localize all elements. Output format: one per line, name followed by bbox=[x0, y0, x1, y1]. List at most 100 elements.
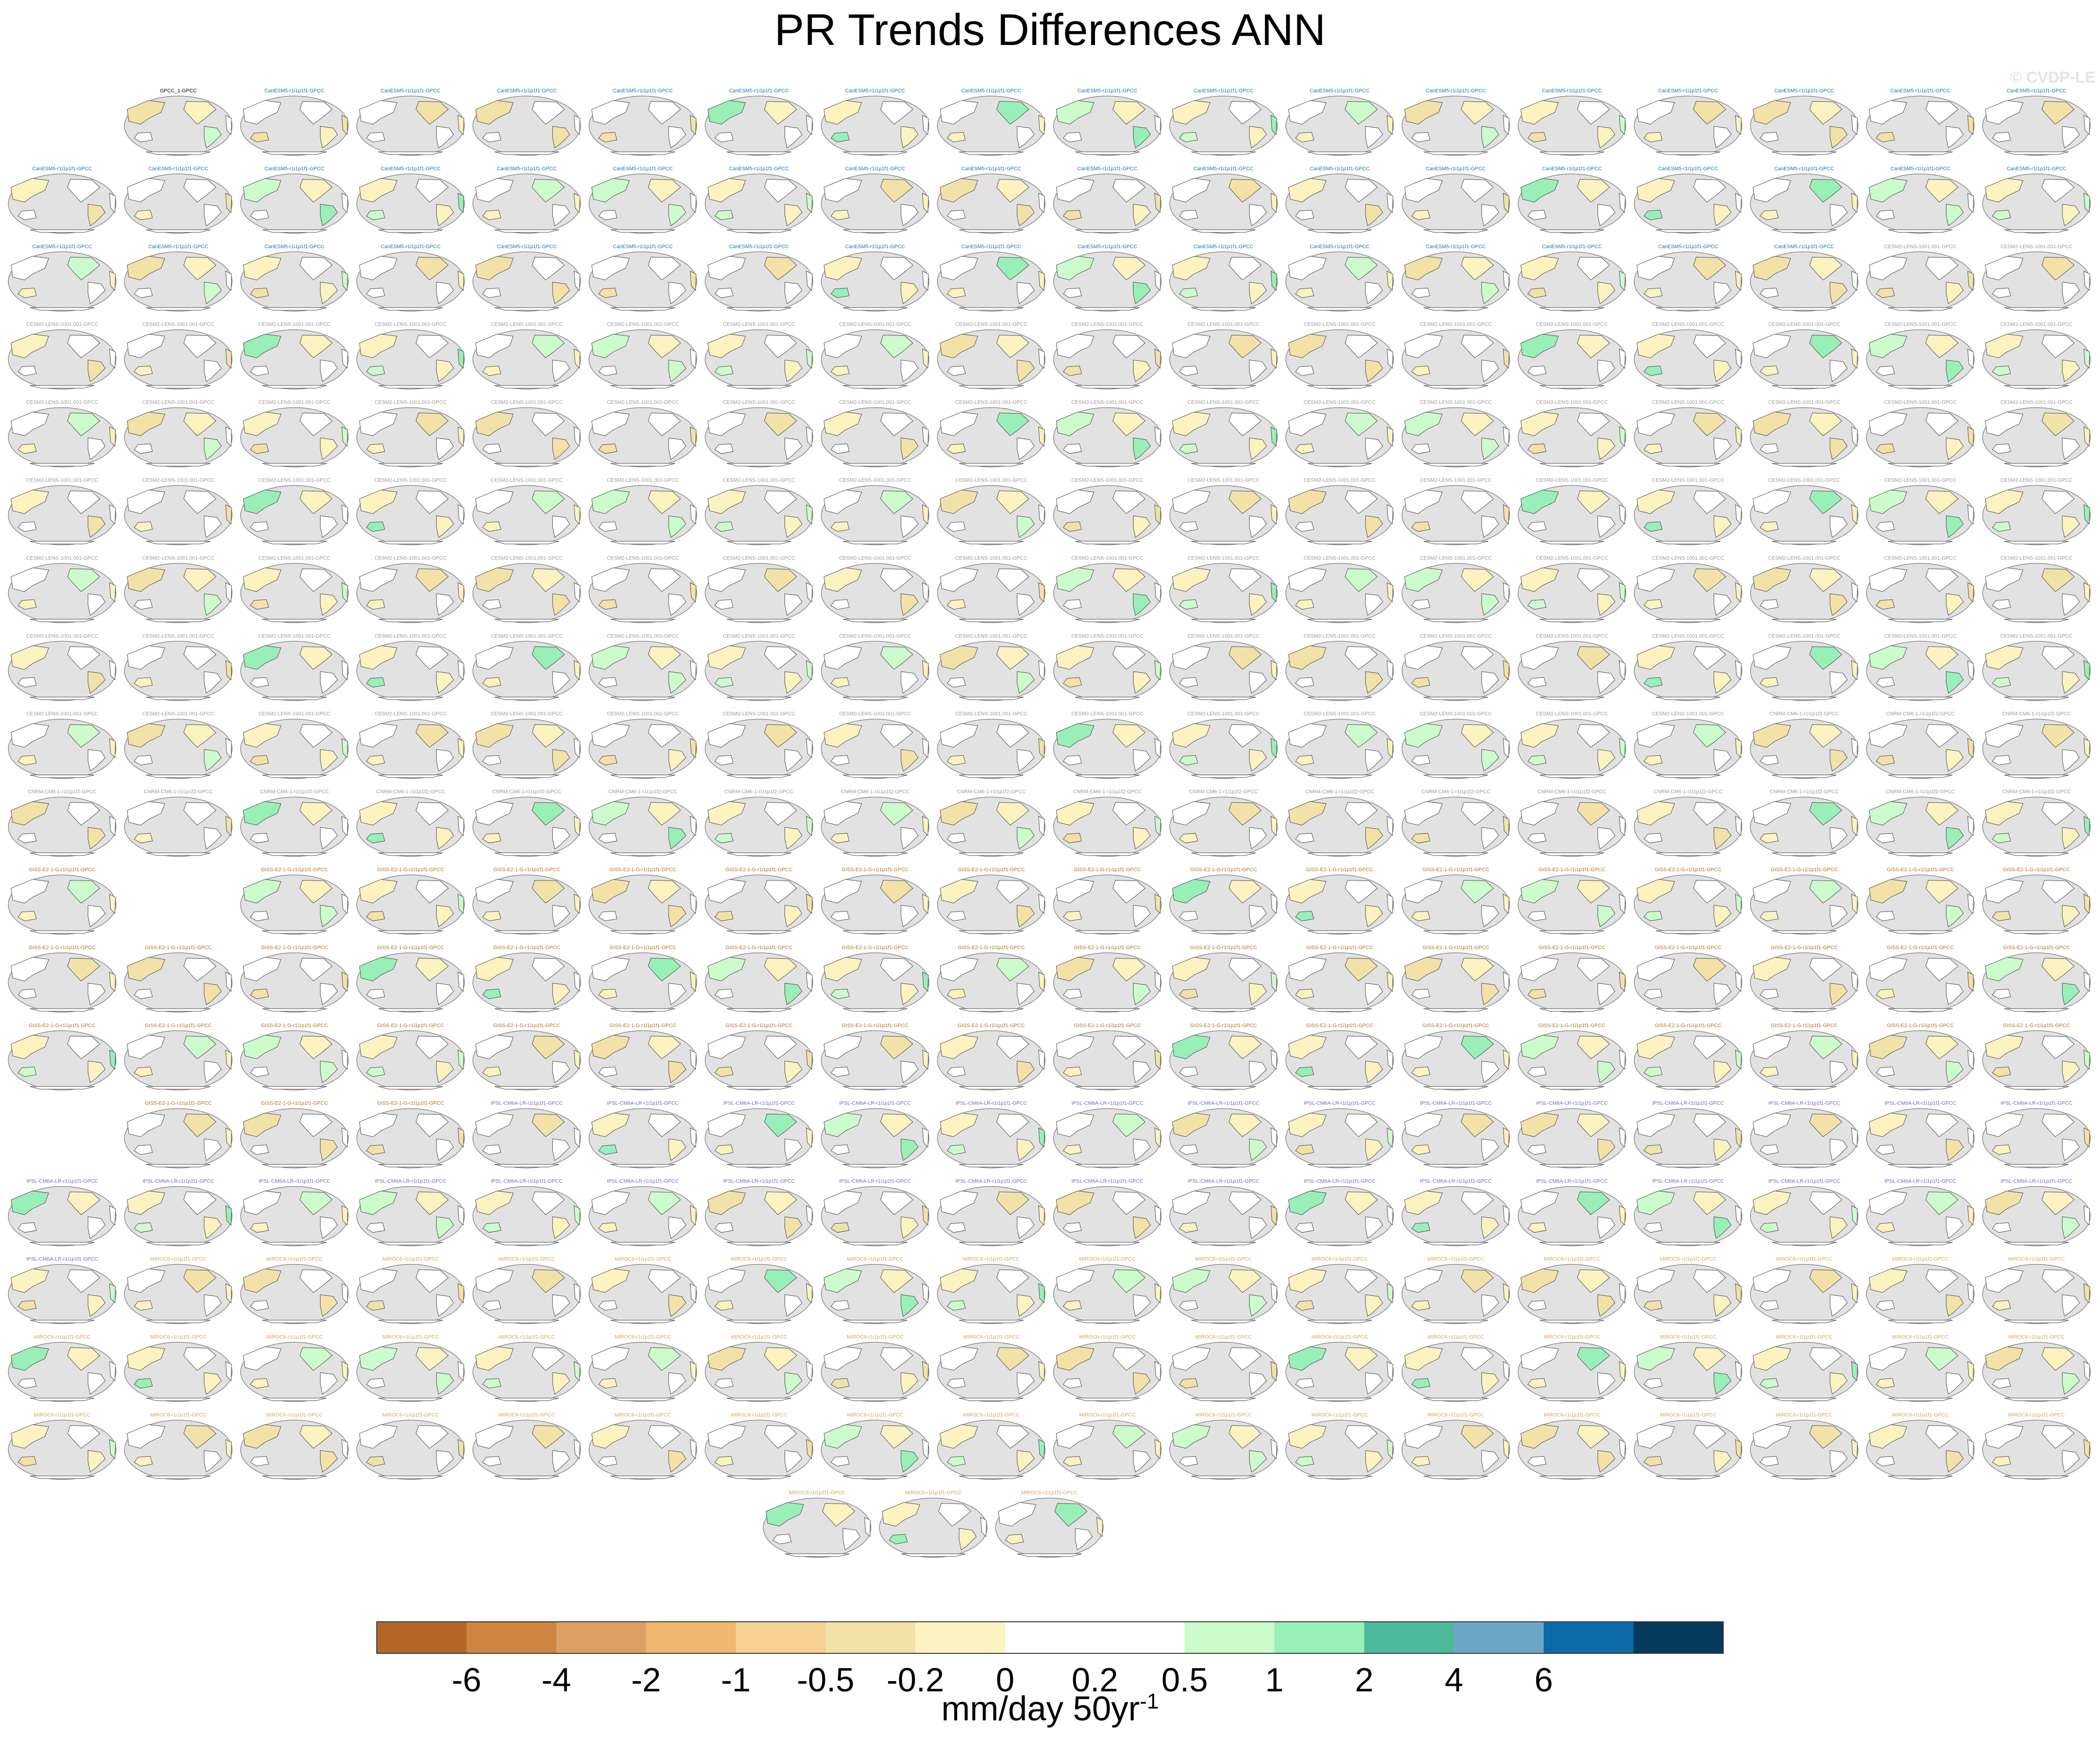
map-land bbox=[1191, 151, 1256, 155]
panel-title: CanESM5-r1i1p1f1-GPCC bbox=[1774, 88, 1834, 94]
map-panel: CanESM5-r1i1p1f1-GPCC bbox=[8, 166, 116, 234]
map-land bbox=[1888, 229, 1953, 233]
panel-title: CanESM5-r1i1p1f1-GPCC bbox=[1774, 166, 1834, 172]
map-land bbox=[366, 210, 385, 220]
map-land bbox=[1643, 288, 1663, 298]
map-land bbox=[824, 100, 862, 125]
map-land bbox=[134, 366, 153, 376]
map-land bbox=[922, 193, 929, 213]
panel-title: CESM2-LENS-1001.001-GPCC bbox=[607, 322, 679, 328]
map-land bbox=[204, 204, 222, 226]
map-land bbox=[1295, 132, 1314, 142]
map-land bbox=[250, 288, 269, 298]
panel-title: CanESM5-r1i1p1f1-GPCC bbox=[729, 166, 789, 172]
map-land bbox=[668, 126, 686, 148]
map-land bbox=[1017, 126, 1035, 148]
map-land bbox=[1752, 256, 1791, 281]
map-land bbox=[959, 307, 1024, 311]
map-land bbox=[204, 126, 222, 148]
map-panel: CanESM5-r1i1p1f1-GPCC bbox=[705, 88, 813, 156]
map-land bbox=[415, 101, 449, 125]
map-land bbox=[690, 193, 696, 213]
map-land bbox=[1752, 100, 1791, 125]
map-land bbox=[1598, 282, 1616, 304]
map-land bbox=[1154, 193, 1161, 213]
map-land bbox=[1270, 270, 1277, 291]
map-land bbox=[359, 100, 398, 125]
panel-title: CESM2-LENS-1001.001-GPCC bbox=[26, 322, 98, 328]
map-land bbox=[1270, 115, 1277, 135]
map-land bbox=[1985, 100, 2023, 125]
map-land bbox=[1598, 204, 1616, 226]
map-land bbox=[341, 270, 348, 291]
map-panel: CanESM5-r1i1p1f1-GPCC bbox=[1169, 244, 1278, 312]
map-panel: CanESM5-r1i1p1f1-GPCC bbox=[1285, 88, 1394, 156]
map-land bbox=[1404, 178, 1443, 203]
map-land bbox=[2004, 307, 2069, 311]
map-land bbox=[1636, 256, 1675, 281]
map-panel: CanESM5-r1i1p1f1-GPCC bbox=[821, 244, 929, 312]
map-land bbox=[714, 132, 734, 142]
map-land bbox=[1713, 204, 1732, 226]
map-land bbox=[2083, 193, 2090, 213]
map-panel: CanESM5-r1i1p1f1-GPCC bbox=[472, 166, 581, 234]
map-land bbox=[764, 334, 797, 359]
map-panel: CanESM5-r1i1p1f1-GPCC bbox=[356, 244, 465, 312]
map-land bbox=[457, 270, 464, 291]
map-land bbox=[1112, 257, 1146, 281]
panel-title: CanESM5-r1i1p1f1-GPCC bbox=[1658, 88, 1718, 94]
map-land bbox=[1365, 282, 1383, 304]
map-land bbox=[1063, 210, 1082, 220]
panel-title: CanESM5-r1i1p1f1-GPCC bbox=[1194, 244, 1254, 250]
map-land bbox=[1345, 179, 1378, 203]
map-land bbox=[1229, 179, 1262, 203]
map-land bbox=[940, 178, 979, 203]
map-land bbox=[1503, 270, 1509, 291]
panel-title: CanESM5-r1i1p1f1-GPCC bbox=[148, 244, 208, 250]
colorbar-bin bbox=[1364, 1622, 1455, 1653]
map-land bbox=[146, 151, 211, 155]
panel-title: CESM2-LENS-1001.001-GPCC bbox=[142, 322, 214, 328]
map-land bbox=[415, 179, 449, 203]
map-land bbox=[1179, 288, 1198, 298]
panel-title: CanESM5-r1i1p1f1-GPCC bbox=[845, 88, 905, 94]
map-land bbox=[250, 132, 269, 142]
map-land bbox=[901, 126, 919, 148]
map-land bbox=[67, 334, 100, 359]
map-land bbox=[1992, 288, 2011, 298]
map-land bbox=[690, 115, 696, 135]
map-land bbox=[482, 366, 502, 376]
map-panel: CanESM5-r1i1p1f1-GPCC bbox=[124, 166, 233, 234]
map-land bbox=[1577, 179, 1610, 203]
map-land bbox=[299, 257, 333, 281]
map-land bbox=[146, 385, 211, 389]
map-panel: CanESM5-r1i1p1f1-GPCC bbox=[240, 244, 349, 312]
map-land bbox=[262, 307, 327, 311]
map-land bbox=[610, 229, 676, 233]
map-land bbox=[1056, 256, 1095, 281]
map-land bbox=[785, 360, 803, 382]
map-land bbox=[366, 288, 385, 298]
map-land bbox=[1759, 132, 1779, 142]
panel-title: CanESM5-r1i1p1f1-GPCC bbox=[961, 244, 1021, 250]
map-land bbox=[1481, 204, 1500, 226]
panel-title: CESM2-LENS-1001.001-GPCC bbox=[491, 322, 563, 328]
panel-title: CanESM5-r1i1p1f1-GPCC bbox=[729, 244, 789, 250]
map-land bbox=[436, 204, 454, 226]
map-land bbox=[1423, 229, 1488, 233]
panel-title: CanESM5-r1i1p1f1-GPCC bbox=[1310, 88, 1370, 94]
map-panel: CanESM5-r1i1p1f1-GPCC bbox=[356, 88, 465, 156]
map-land bbox=[1288, 256, 1327, 281]
units-base: mm/day 50yr bbox=[941, 1689, 1140, 1728]
map-land bbox=[598, 366, 618, 376]
map-land bbox=[1771, 229, 1837, 233]
panel-title: CanESM5-r1i1p1f1-GPCC bbox=[2007, 166, 2067, 172]
map-land bbox=[475, 178, 514, 203]
panel-title: CanESM5-r1i1p1f1-GPCC bbox=[1310, 166, 1370, 172]
map-land bbox=[824, 178, 862, 203]
map-land bbox=[11, 256, 49, 281]
map-land bbox=[1967, 270, 1974, 291]
map-land bbox=[901, 204, 919, 226]
map-land bbox=[843, 229, 908, 233]
